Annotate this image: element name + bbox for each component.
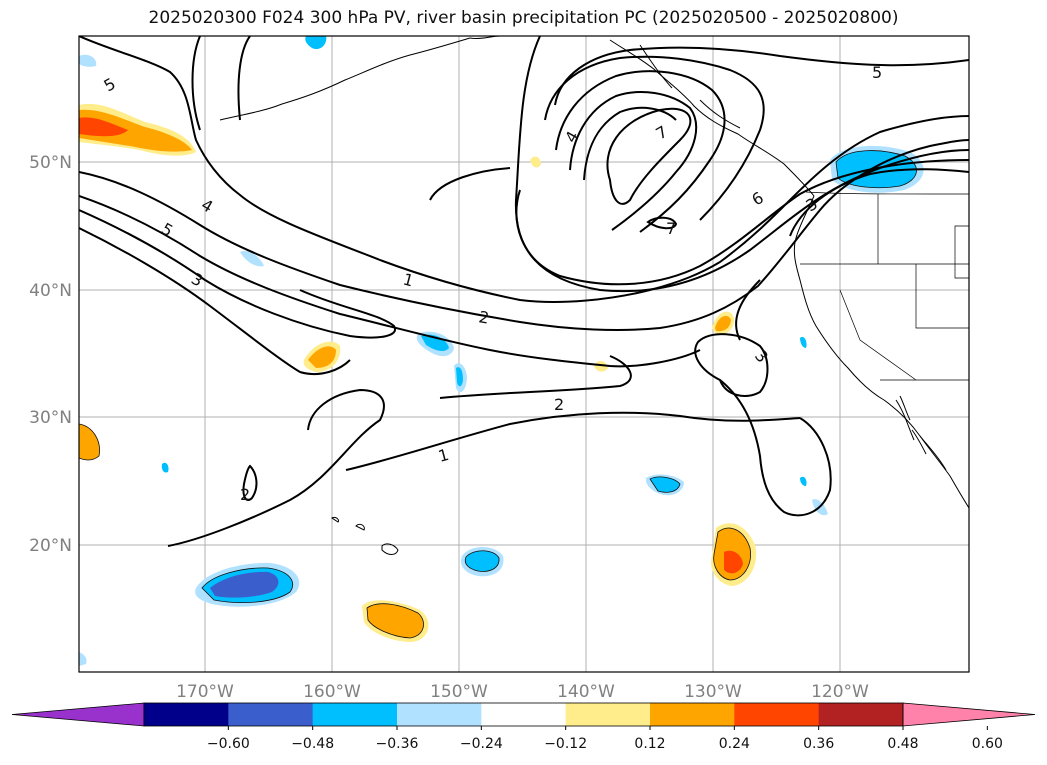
pv-label: 2 [477,307,490,327]
precipitation-outlines [79,150,917,639]
precipitation-shading [79,36,924,666]
colorbar-segment [481,703,567,726]
colorbar-tick-label: 0.36 [803,736,834,752]
pv-label: 5 [872,63,882,82]
lat-label-30n: 30°N [29,408,72,428]
latitude-labels: 50°N 40°N 30°N 20°N [29,153,72,556]
lon-label-120w: 120°W [811,682,869,702]
colorbar-tick-label: 0.60 [972,736,1003,752]
colorbar-extend-low [11,702,145,727]
pv-label: 7 [666,219,676,238]
coastlines [219,36,969,555]
colorbar-segment [734,703,820,726]
colorbar-segment [565,703,651,726]
colorbar-tick-label: −0.12 [544,736,587,752]
political-borders [800,191,969,381]
colorbar-segment [397,703,482,726]
lat-label-20n: 20°N [29,536,72,556]
colorbar-frame [143,702,904,727]
lon-label-130w: 130°W [684,682,742,702]
pv-label: 1 [436,445,451,466]
pv-label: 1 [401,270,416,291]
lon-label-150w: 150°W [430,682,488,702]
colorbar-tick-label: −0.24 [460,736,503,752]
pv-contours [79,36,969,547]
colorbar-tick-label: −0.36 [376,736,419,752]
colorbar-segment [650,703,735,726]
pv-label: 2 [554,395,564,414]
colorbar-tick-label: 0.24 [719,736,750,752]
longitude-labels: 170°W 160°W 150°W 140°W 130°W 120°W [176,682,869,702]
colorbar-segment [228,703,314,726]
plot-frame [78,35,970,673]
lon-label-160w: 160°W [303,682,361,702]
lat-label-40n: 40°N [29,281,72,301]
lon-label-140w: 140°W [557,682,615,702]
colorbar-tick-label: 0.48 [887,736,918,752]
colorbar-segment [818,703,904,726]
colorbar-tick-label: −0.60 [207,736,250,752]
colorbar-tick-label: 0.12 [634,736,665,752]
pv-label: 2 [240,485,250,504]
colorbar-segment [312,703,398,726]
colorbar: −0.60 −0.48 −0.36 −0.24 −0.12 0.12 0.24 0.36 0.4… [11,702,1036,752]
lat-label-50n: 50°N [29,153,72,173]
lon-label-170w: 170°W [176,682,234,702]
map-title: 2025020300 F024 300 hPa PV, river basin … [148,8,899,28]
colorbar-segment [144,703,229,726]
plot-area [79,36,969,672]
colorbar-extend-high [902,702,1036,727]
colorbar-tick-label: −0.48 [291,736,334,752]
